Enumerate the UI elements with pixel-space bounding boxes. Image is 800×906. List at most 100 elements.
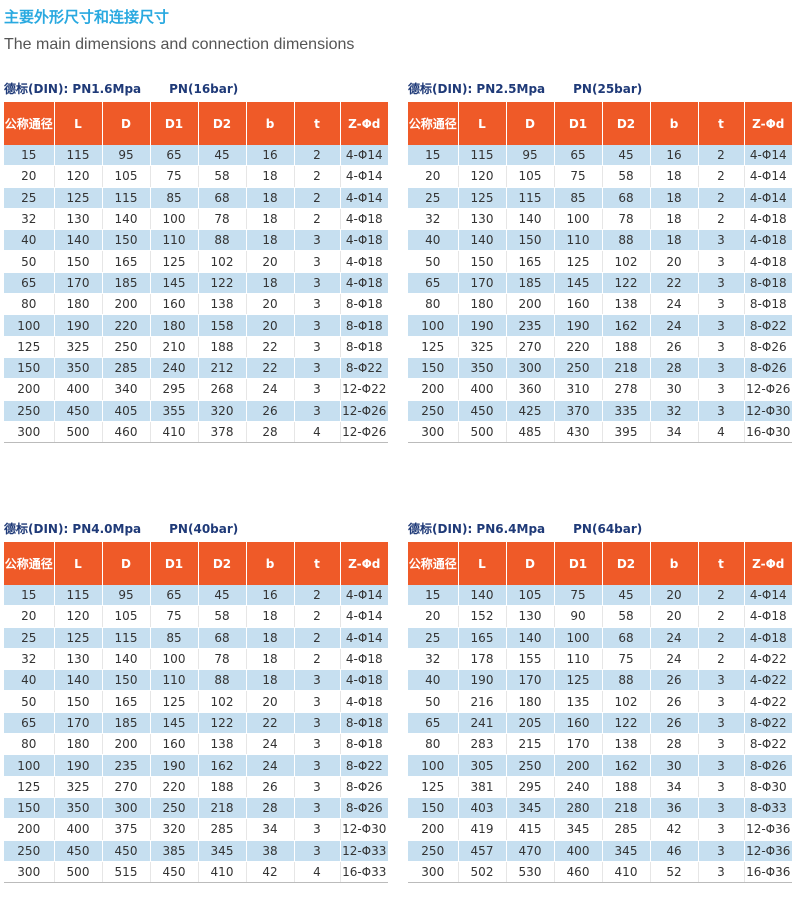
table-cell: 250	[554, 357, 603, 380]
table-cell: 125	[4, 336, 55, 358]
table-cell: 400	[54, 378, 103, 401]
table-cell: 78	[198, 208, 247, 231]
table-row: 150 350 285 240 212 22 3 8-Φ22	[4, 357, 388, 380]
table-cell: 3	[698, 314, 745, 337]
table-cell: 370	[554, 400, 603, 422]
table-cell: 24	[650, 314, 699, 337]
table-cell: 190	[150, 754, 199, 777]
table-cell: 300	[4, 861, 55, 884]
column-header: Z-Φd	[340, 542, 388, 585]
table-cell: 430	[554, 421, 603, 444]
table-cell: 155	[506, 648, 555, 671]
table-cell: 190	[54, 754, 103, 777]
table-cell: 58	[602, 165, 651, 188]
table-cell: 250	[408, 840, 459, 862]
table-cell: 8-Φ22	[340, 357, 388, 380]
table-cell: 3	[294, 336, 341, 358]
table-cell: 28	[246, 421, 295, 444]
table-cell: 2	[294, 208, 341, 231]
table-cell: 325	[54, 776, 103, 798]
standard-label: 德标(DIN): PN4.0Mpa	[4, 522, 142, 536]
table-cell: 102	[602, 690, 651, 713]
table-cell: 100	[150, 648, 199, 671]
table-cell: 3	[698, 690, 745, 713]
table-heading: 德标(DIN): PN6.4Mpa PN(64bar)	[408, 520, 792, 542]
table-row: 125 325 250 210 188 22 3 8-Φ18	[4, 336, 388, 358]
table-cell: 515	[102, 861, 151, 884]
table-cell: 3	[698, 733, 745, 756]
table-cell: 450	[458, 400, 507, 422]
table-cell: 4-Φ18	[340, 272, 388, 295]
table-cell: 8-Φ18	[340, 712, 388, 735]
table-cell: 24	[246, 754, 295, 777]
table-cell: 3	[294, 378, 341, 401]
table-cell: 335	[602, 400, 651, 422]
table-cell: 26	[246, 400, 295, 422]
table-cell: 26	[650, 336, 699, 358]
table-cell: 165	[506, 250, 555, 273]
table-cell: 50	[408, 690, 459, 713]
table-row: 80 180 200 160 138 20 3 8-Φ18	[4, 293, 388, 316]
table-cell: 25	[408, 627, 459, 649]
table-cell: 278	[602, 378, 651, 401]
table-cell: 378	[198, 421, 247, 444]
table-cell: 8-Φ26	[340, 797, 388, 820]
table-cell: 415	[506, 818, 555, 841]
table-cell: 500	[54, 421, 103, 444]
table-cell: 88	[198, 229, 247, 252]
table-row: 15 140 105 75 45 20 2 4-Φ14	[408, 585, 792, 607]
table-cell: 2	[698, 165, 745, 188]
table-cell: 12-Φ26	[744, 378, 792, 401]
table-cell: 130	[54, 648, 103, 671]
table-cell: 24	[650, 648, 699, 671]
table-cell: 4-Φ18	[340, 229, 388, 252]
table-cell: 20	[246, 690, 295, 713]
table-cell: 8-Φ18	[340, 314, 388, 337]
table-cell: 18	[246, 648, 295, 671]
table-cell: 4-Φ22	[744, 648, 792, 671]
table-cell: 470	[506, 840, 555, 862]
column-header: L	[54, 542, 103, 585]
table-cell: 3	[698, 293, 745, 316]
table-cell: 4-Φ14	[340, 605, 388, 628]
table-cell: 8-Φ26	[744, 754, 792, 777]
table-cell: 530	[506, 861, 555, 884]
table-cell: 85	[554, 187, 603, 209]
table-cell: 3	[698, 754, 745, 777]
table-cell: 12-Φ36	[744, 840, 792, 862]
table-cell: 3	[294, 712, 341, 735]
table-cell: 125	[408, 336, 459, 358]
table-cell: 122	[198, 712, 247, 735]
table-cell: 4	[294, 861, 341, 884]
table-row: 100 190 235 190 162 24 3 8-Φ22	[4, 754, 388, 777]
table-cell: 20	[4, 605, 55, 628]
table-cell: 218	[198, 797, 247, 820]
table-cell: 162	[198, 754, 247, 777]
table-cell: 3	[698, 818, 745, 841]
table-cell: 120	[54, 605, 103, 628]
table-cell: 52	[650, 861, 699, 884]
table-cell: 3	[698, 776, 745, 798]
table-cell: 68	[602, 187, 651, 209]
column-header: b	[650, 542, 699, 585]
table-cell: 3	[698, 400, 745, 422]
table-cell: 180	[54, 293, 103, 316]
table-cell: 25	[408, 187, 459, 209]
table-cell: 460	[554, 861, 603, 884]
table-cell: 50	[408, 250, 459, 273]
table-row: 100 190 220 180 158 20 3 8-Φ18	[4, 314, 388, 337]
table-cell: 200	[4, 378, 55, 401]
table-cell: 325	[54, 336, 103, 358]
table-cell: 2	[698, 648, 745, 671]
table-cell: 25	[4, 627, 55, 649]
table-cell: 65	[150, 585, 199, 607]
table-cell: 500	[54, 861, 103, 884]
table-row: 50 150 165 125 102 20 3 4-Φ18	[408, 250, 792, 273]
table-cell: 3	[294, 754, 341, 777]
table-cell: 15	[4, 585, 55, 607]
table-cell: 18	[246, 187, 295, 209]
table-cell: 3	[294, 314, 341, 337]
table-cell: 295	[150, 378, 199, 401]
table-cell: 4-Φ14	[744, 165, 792, 188]
table-cell: 502	[458, 861, 507, 884]
